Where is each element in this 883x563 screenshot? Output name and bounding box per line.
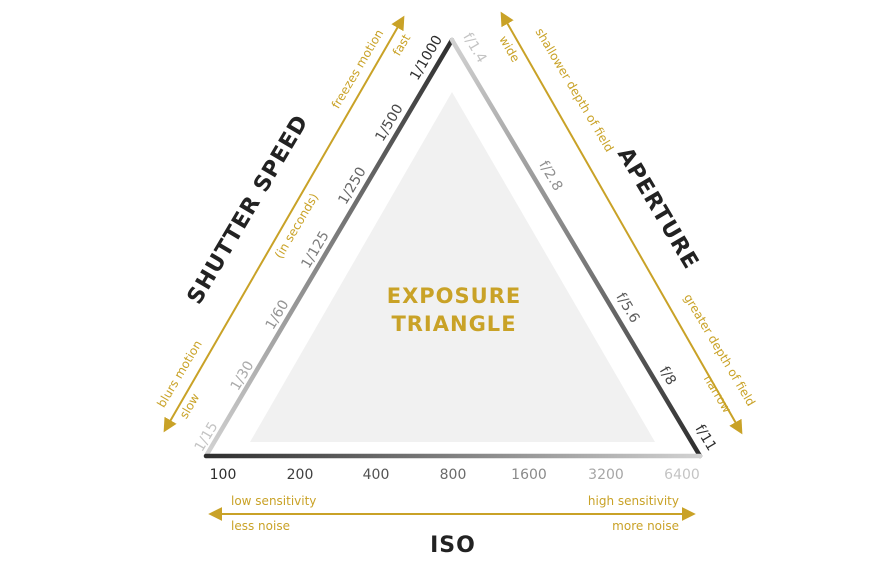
iso-value: 100 <box>210 467 237 483</box>
iso-left-top-label: low sensitivity <box>231 494 316 508</box>
iso-left-bottom-label: less noise <box>231 519 290 533</box>
center-title-line2: TRIANGLE <box>391 312 516 336</box>
iso-value: 800 <box>440 467 467 483</box>
aperture-arrow <box>500 11 743 435</box>
center-title-line1: EXPOSURE <box>387 284 521 308</box>
iso-value: 6400 <box>664 467 700 483</box>
iso-title: ISO <box>430 533 476 558</box>
iso-value: 200 <box>287 467 314 483</box>
shutter-slow-bottom-label: slow <box>177 391 203 421</box>
iso-values: 100 200 400 800 1600 3200 6400 <box>210 467 700 483</box>
iso-value: 3200 <box>588 467 624 483</box>
iso-right-bottom-label: more noise <box>612 519 679 533</box>
aperture-wide-bottom-label: wide <box>496 33 522 64</box>
iso-value: 1600 <box>511 467 547 483</box>
iso-value: 400 <box>363 467 390 483</box>
aperture-title: APERTURE <box>612 143 703 274</box>
shutter-arrow <box>163 15 405 433</box>
iso-right-top-label: high sensitivity <box>588 494 679 508</box>
shutter-title: SHUTTER SPEED <box>183 111 314 309</box>
